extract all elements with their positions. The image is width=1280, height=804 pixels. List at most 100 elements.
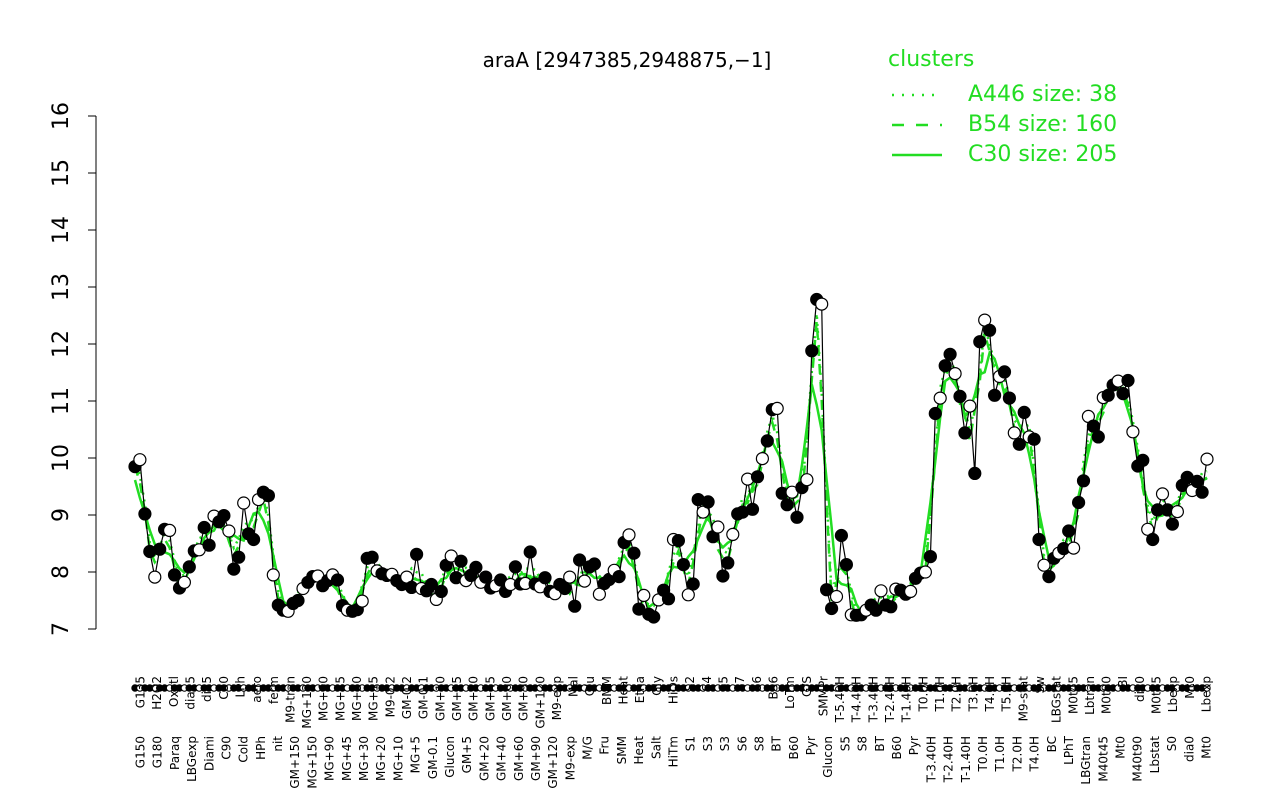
x-tick-label-lower: GM+20 xyxy=(477,736,491,781)
x-tick-label-upper: T0.0H xyxy=(916,676,930,712)
data-point xyxy=(138,507,152,521)
x-tick-label-lower: MG+20 xyxy=(374,736,388,781)
data-point xyxy=(587,557,602,571)
data-point xyxy=(148,570,162,584)
x-tick-label-upper: Lbexp xyxy=(1200,676,1214,712)
data-point xyxy=(968,466,982,480)
data-point xyxy=(330,573,345,587)
data-point xyxy=(355,594,369,608)
x-tick-label-upper: GM+15 xyxy=(450,676,464,721)
x-tick-label-lower: M/G xyxy=(581,736,595,760)
data-point xyxy=(918,565,933,579)
data-point xyxy=(558,581,572,596)
data-point xyxy=(884,600,898,614)
data-point xyxy=(1012,437,1026,451)
x-tick-label-upper: Mt0 xyxy=(1183,676,1197,699)
x-tick-label-upper: GM-0.2 xyxy=(400,676,414,719)
data-point xyxy=(1037,558,1051,572)
x-tick-label-lower: GM+120 xyxy=(546,736,560,789)
x-tick-label-lower: M40t45 xyxy=(1096,736,1110,782)
data-point xyxy=(982,323,997,337)
x-tick-label-upper: Lbexp xyxy=(1166,676,1180,712)
data-point xyxy=(592,587,607,601)
data-point xyxy=(365,550,379,564)
y-axis: 7 8 9 10 11 12 13 14 15 16 xyxy=(49,102,97,636)
data-point xyxy=(839,557,854,572)
data-point xyxy=(750,470,765,484)
data-point xyxy=(508,560,523,574)
data-point xyxy=(726,527,740,542)
x-tick-label-upper: T5.0H xyxy=(1000,676,1014,712)
data-point xyxy=(1086,419,1101,433)
x-tick-label-upper: dia0 xyxy=(1133,676,1147,702)
data-point xyxy=(963,399,977,413)
x-tick-label-upper: GM-0.1 xyxy=(417,676,431,719)
data-point xyxy=(622,528,636,542)
data-point xyxy=(1200,452,1214,466)
data-point xyxy=(711,520,725,534)
data-point xyxy=(1017,405,1031,419)
data-point xyxy=(1066,541,1081,555)
data-point xyxy=(479,570,493,584)
data-point xyxy=(948,367,962,381)
data-points xyxy=(128,292,1214,624)
data-point xyxy=(701,495,715,509)
x-tick-label-lower: T-2.40H xyxy=(942,736,956,783)
data-point xyxy=(1042,569,1056,584)
x-tick-label-upper: Lbtran xyxy=(1083,676,1097,715)
x-tick-label-upper: Heat xyxy=(617,676,631,705)
x-tick-label-upper: Sw xyxy=(1033,676,1047,694)
x-tick-label-lower: Paraq xyxy=(168,736,182,770)
x-tick-label-upper: MG+30 xyxy=(350,676,364,721)
x-tick-label-upper: dia15 xyxy=(184,676,198,710)
data-point xyxy=(182,560,196,574)
x-tick-label-lower: S0 xyxy=(1165,736,1179,751)
x-tick-label-lower: nit xyxy=(271,736,285,752)
data-point xyxy=(227,562,241,576)
legend-title: clusters xyxy=(888,47,974,72)
legend-entry-2: B54 size: 160 xyxy=(968,112,1117,137)
x-tick-label-lower: GM-0.1 xyxy=(426,736,440,779)
data-point xyxy=(1195,485,1209,499)
x-tick-label-lower: GM+5 xyxy=(460,736,474,773)
x-tick-label-lower: SMM xyxy=(615,736,629,764)
y-tick-label: 16 xyxy=(49,102,74,130)
data-point xyxy=(523,545,537,559)
data-point xyxy=(829,589,844,604)
data-point xyxy=(805,344,819,358)
x-tick-label-lower: B60 xyxy=(890,736,904,760)
data-point xyxy=(1076,474,1091,488)
x-tick-label-upper: Oxctl xyxy=(167,676,181,707)
data-point xyxy=(647,610,661,624)
x-tick-label-upper: M0t90 xyxy=(1100,676,1114,714)
x-tick-label-lower: Diami xyxy=(202,736,216,771)
x-tick-label-lower: MG+45 xyxy=(340,736,354,781)
x-tick-label-lower: LPhT xyxy=(1062,735,1076,765)
x-tick-label-lower: Salt xyxy=(649,736,663,759)
data-point xyxy=(572,553,587,567)
x-tick-label-lower: Mt0 xyxy=(1200,736,1214,759)
x-tick-label-lower: GM+150 xyxy=(288,736,302,789)
x-tick-label-upper: T-4.40H xyxy=(850,676,864,723)
y-tick-label: 13 xyxy=(49,273,74,301)
x-tick-label-upper: LPh xyxy=(233,676,247,698)
x-tick-label-upper: M9-tran xyxy=(283,676,297,723)
x-tick-label-upper: B36 xyxy=(766,676,780,700)
x-tick-label-upper: GM+120 xyxy=(533,676,547,729)
data-point xyxy=(1190,474,1204,488)
data-point xyxy=(469,560,483,575)
x-tick-label-lower: S3 xyxy=(701,736,715,751)
x-tick-label-upper: MG+15 xyxy=(367,676,381,721)
x-tick-label-lower: Glucon xyxy=(821,736,835,778)
data-point xyxy=(424,577,438,592)
data-point xyxy=(1146,532,1160,547)
data-point xyxy=(1091,430,1105,444)
x-tick-label-lower: Fru xyxy=(598,736,612,755)
data-point xyxy=(1032,532,1046,547)
x-tick-label-lower: T-3.40H xyxy=(924,736,938,783)
data-point xyxy=(953,389,967,403)
x-tick-label-lower: M9-exp xyxy=(563,736,577,780)
x-tick-label-lower: GM+60 xyxy=(512,736,526,781)
data-point xyxy=(755,452,770,466)
data-point xyxy=(153,542,167,556)
